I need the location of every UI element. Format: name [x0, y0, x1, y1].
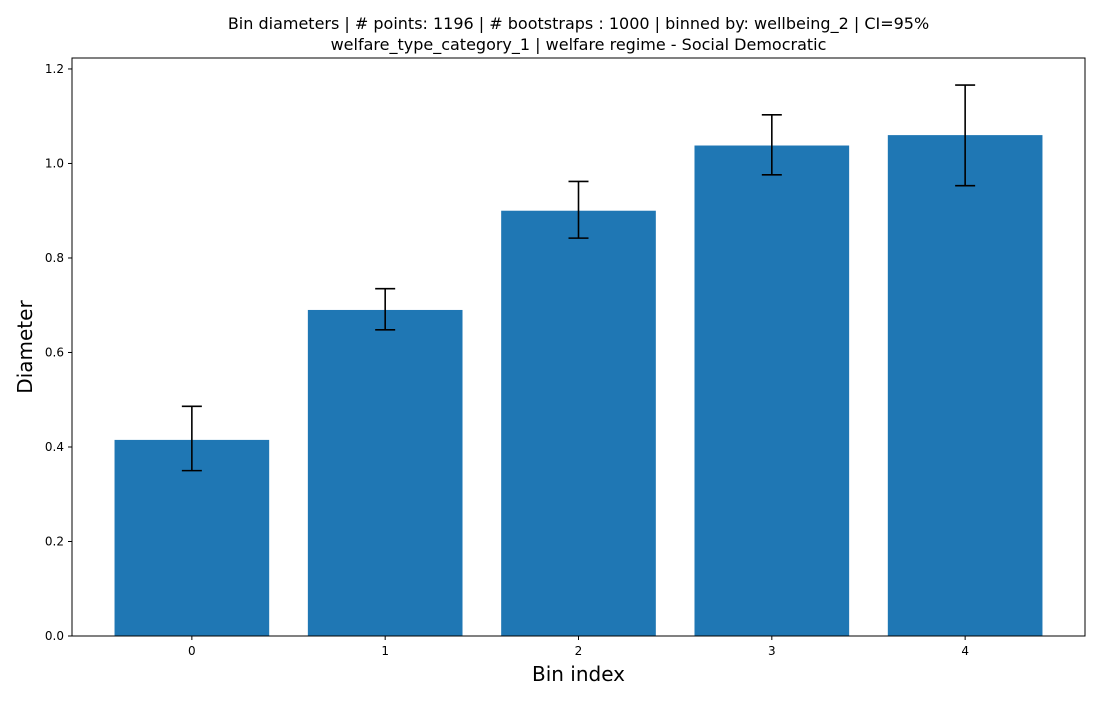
- x-tick-label: 1: [381, 644, 389, 658]
- errorbar-2: [568, 180, 589, 239]
- y-tick-label: 1.2: [45, 62, 64, 76]
- bar-2: [501, 210, 656, 636]
- x-axis: 0 1 2 3 4: [188, 636, 969, 658]
- x-tick-label: 4: [961, 644, 969, 658]
- x-tick-label: 2: [575, 644, 583, 658]
- errorbar-1: [375, 287, 396, 331]
- errorbars-layer: [181, 84, 976, 472]
- y-tick-label: 0.8: [45, 251, 64, 265]
- y-tick-label: 0.0: [45, 629, 64, 643]
- errorbar-4: [955, 84, 976, 187]
- bar-1: [307, 309, 463, 636]
- bars-layer: [114, 135, 1043, 636]
- errorbar-0: [181, 405, 202, 472]
- y-tick-label: 0.2: [45, 534, 64, 548]
- x-tick-label: 3: [768, 644, 776, 658]
- bar-0: [114, 439, 270, 636]
- y-axis-label: Diameter: [13, 300, 37, 394]
- x-tick-label: 0: [188, 644, 196, 658]
- y-tick-label: 1.0: [45, 156, 64, 170]
- y-axis: 0.0 0.2 0.4 0.6 0.8 1.0 1.2: [45, 62, 72, 643]
- bar-3: [694, 145, 850, 636]
- chart-title-line-1: Bin diameters | # points: 1196 | # boots…: [228, 14, 929, 34]
- errorbar-3: [761, 113, 782, 176]
- bar-4: [887, 135, 1043, 636]
- x-axis-label: Bin index: [532, 662, 625, 686]
- chart-title-line-2: welfare_type_category_1 | welfare regime…: [331, 35, 827, 55]
- y-tick-label: 0.6: [45, 345, 64, 359]
- y-tick-label: 0.4: [45, 440, 64, 454]
- chart-title: Bin diameters | # points: 1196 | # boots…: [228, 14, 929, 55]
